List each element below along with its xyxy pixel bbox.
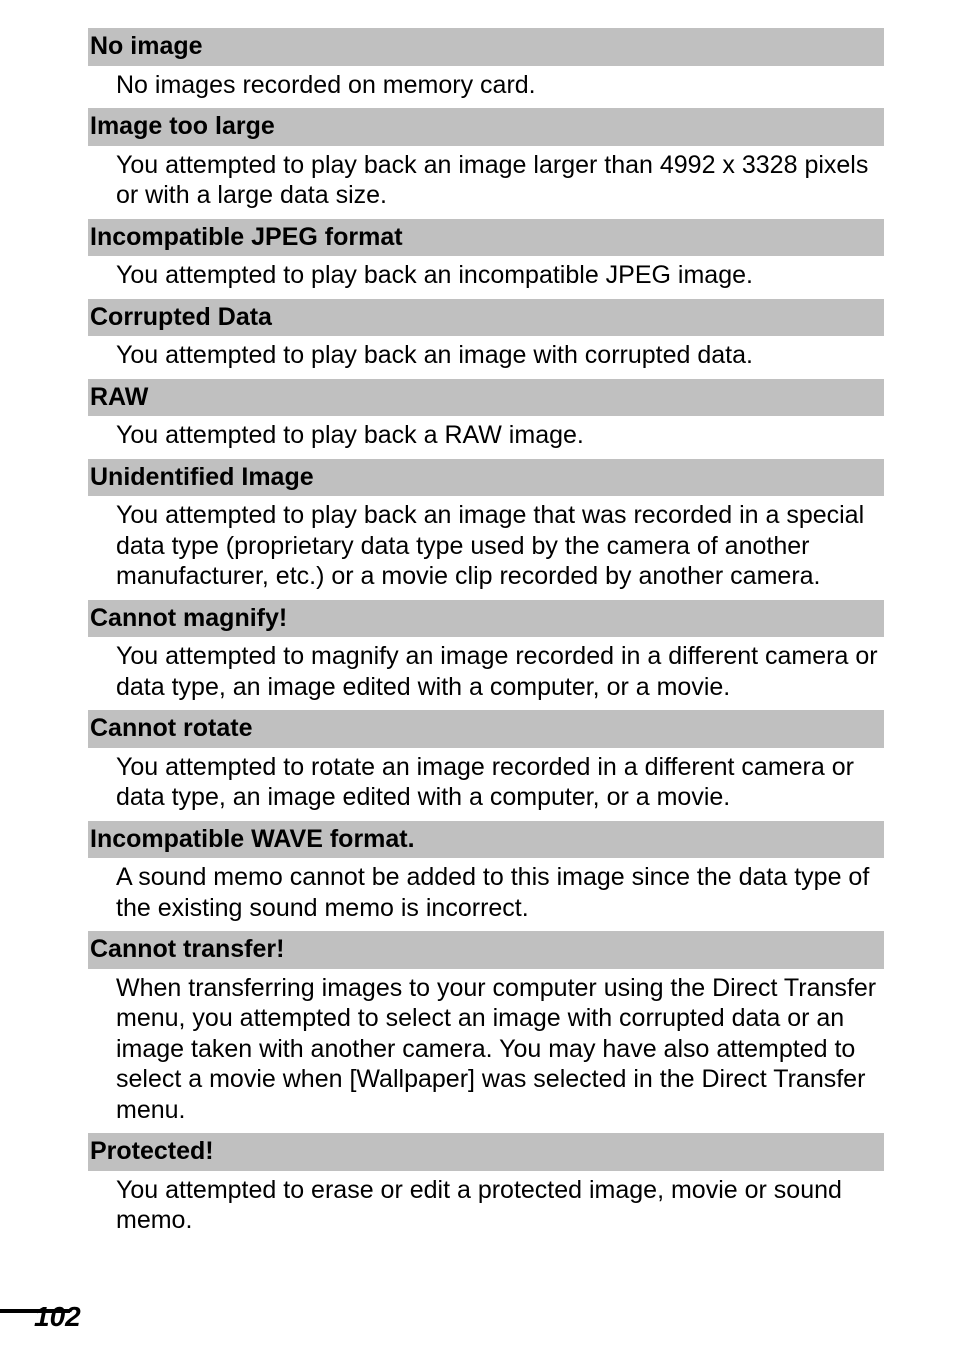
manual-page: No image No images recorded on memory ca… [0, 0, 954, 1345]
section-body: You attempted to play back an image larg… [88, 146, 884, 219]
section-body: You attempted to play back an image with… [88, 336, 884, 379]
section-unidentified-image: Unidentified Image You attempted to play… [88, 459, 884, 600]
section-body: No images recorded on memory card. [88, 66, 884, 109]
section-header: Incompatible WAVE format. [88, 821, 884, 859]
section-header: Image too large [88, 108, 884, 146]
section-body: You attempted to play back a RAW image. [88, 416, 884, 459]
section-header: Cannot transfer! [88, 931, 884, 969]
section-header: No image [88, 28, 884, 66]
section-raw: RAW You attempted to play back a RAW ima… [88, 379, 884, 459]
section-corrupted-data: Corrupted Data You attempted to play bac… [88, 299, 884, 379]
page-number: 102 [34, 1301, 81, 1333]
section-body: You attempted to erase or edit a protect… [88, 1171, 884, 1244]
section-cannot-transfer: Cannot transfer! When transferring image… [88, 931, 884, 1133]
section-no-image: No image No images recorded on memory ca… [88, 28, 884, 108]
section-header: Incompatible JPEG format [88, 219, 884, 257]
section-header: RAW [88, 379, 884, 417]
section-body: You attempted to play back an image that… [88, 496, 884, 600]
section-cannot-rotate: Cannot rotate You attempted to rotate an… [88, 710, 884, 821]
section-body: When transferring images to your compute… [88, 969, 884, 1134]
section-header: Unidentified Image [88, 459, 884, 497]
section-cannot-magnify: Cannot magnify! You attempted to magnify… [88, 600, 884, 711]
section-header: Cannot magnify! [88, 600, 884, 638]
section-body: A sound memo cannot be added to this ima… [88, 858, 884, 931]
section-body: You attempted to magnify an image record… [88, 637, 884, 710]
section-header: Protected! [88, 1133, 884, 1171]
section-protected: Protected! You attempted to erase or edi… [88, 1133, 884, 1244]
section-header: Cannot rotate [88, 710, 884, 748]
section-image-too-large: Image too large You attempted to play ba… [88, 108, 884, 219]
section-header: Corrupted Data [88, 299, 884, 337]
section-incompatible-jpeg: Incompatible JPEG format You attempted t… [88, 219, 884, 299]
section-body: You attempted to rotate an image recorde… [88, 748, 884, 821]
section-body: You attempted to play back an incompatib… [88, 256, 884, 299]
section-incompatible-wave: Incompatible WAVE format. A sound memo c… [88, 821, 884, 932]
